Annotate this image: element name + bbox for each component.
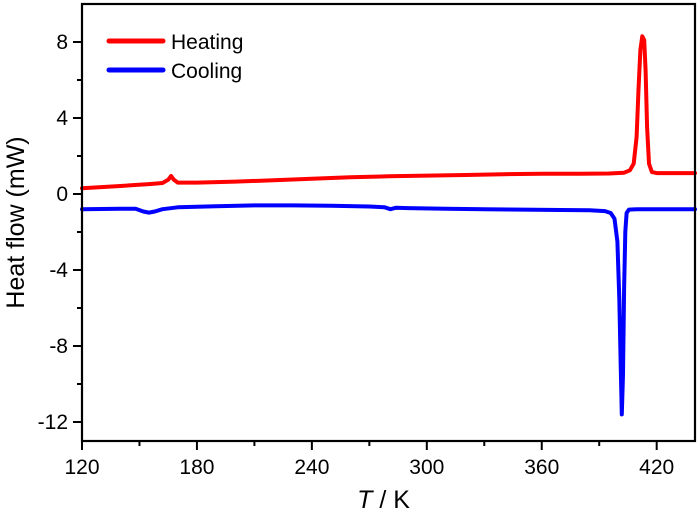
plot-frame <box>80 2 697 443</box>
x-axis: 120 180 240 300 360 420 <box>64 441 674 479</box>
y-tick-label: -8 <box>49 335 68 358</box>
y-axis-title: Heat flow (mW) <box>2 136 30 308</box>
legend-label-heating: Heating <box>171 31 243 54</box>
x-tick-label: 360 <box>524 456 559 479</box>
y-tick-label: 0 <box>56 183 68 206</box>
x-tick-label: 180 <box>179 456 214 479</box>
series-line-cooling <box>80 203 697 417</box>
legend: Heating Cooling <box>106 31 243 83</box>
x-tick-label: 300 <box>409 456 444 479</box>
x-axis-title-symbol: T <box>357 486 374 514</box>
x-tick-label: 240 <box>294 456 329 479</box>
y-tick-label: -4 <box>49 259 68 282</box>
x-tick-label: 120 <box>64 456 99 479</box>
y-tick-label: -12 <box>38 411 68 434</box>
x-axis-title: T / K <box>357 486 410 514</box>
x-tick-label: 420 <box>639 456 674 479</box>
legend-label-cooling: Cooling <box>171 60 242 83</box>
series-line-heating <box>80 34 697 191</box>
y-axis: 8 4 0 -4 -8 -12 <box>38 31 82 434</box>
x-axis-title-unit: / K <box>372 486 410 514</box>
y-tick-label: 8 <box>56 31 68 54</box>
series-layer <box>80 34 697 417</box>
y-tick-label: 4 <box>56 107 68 130</box>
